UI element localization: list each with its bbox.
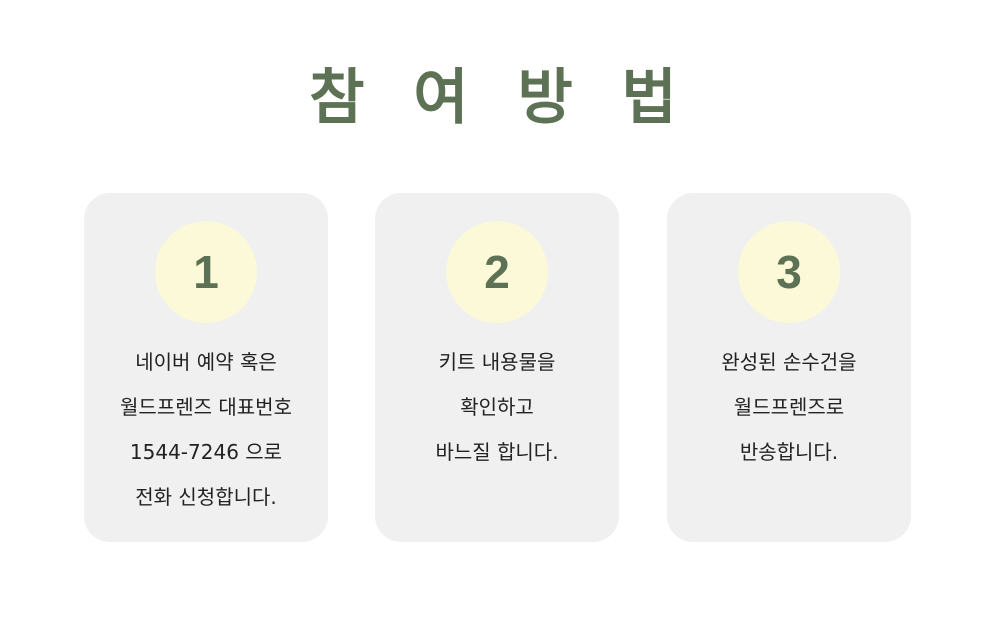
step-card-3: 3 완성된 손수건을 월드프렌즈로 반송합니다. [667, 193, 911, 542]
step-description-line: 전화 신청합니다. [135, 485, 277, 509]
page-title: 참 여 방 법 [309, 63, 691, 133]
step-description-line: 월드프렌즈 대표번호 [120, 395, 292, 419]
step-description-line: 바느질 합니다. [435, 440, 559, 464]
step-description: 완성된 손수건을 월드프렌즈로 반송합니다. [667, 340, 911, 475]
step-description-line: 확인하고 [460, 395, 534, 419]
step-description: 네이버 예약 혹은 월드프렌즈 대표번호 1544-7246 으로 전화 신청합… [84, 340, 328, 520]
step-number-badge: 2 [446, 221, 548, 323]
step-description: 키트 내용물을 확인하고 바느질 합니다. [375, 340, 619, 475]
step-description-line: 네이버 예약 혹은 [135, 350, 277, 374]
step-number-badge: 1 [155, 221, 257, 323]
step-description-line: 반송합니다. [739, 440, 839, 464]
step-description-line: 키트 내용물을 [438, 350, 556, 374]
step-card-2: 2 키트 내용물을 확인하고 바느질 합니다. [375, 193, 619, 542]
step-card-1: 1 네이버 예약 혹은 월드프렌즈 대표번호 1544-7246 으로 전화 신… [84, 193, 328, 542]
step-description-line: 1544-7246 으로 [129, 440, 283, 464]
step-number-badge: 3 [738, 221, 840, 323]
step-description-line: 월드프렌즈로 [733, 395, 845, 419]
step-description-line: 완성된 손수건을 [721, 350, 857, 374]
